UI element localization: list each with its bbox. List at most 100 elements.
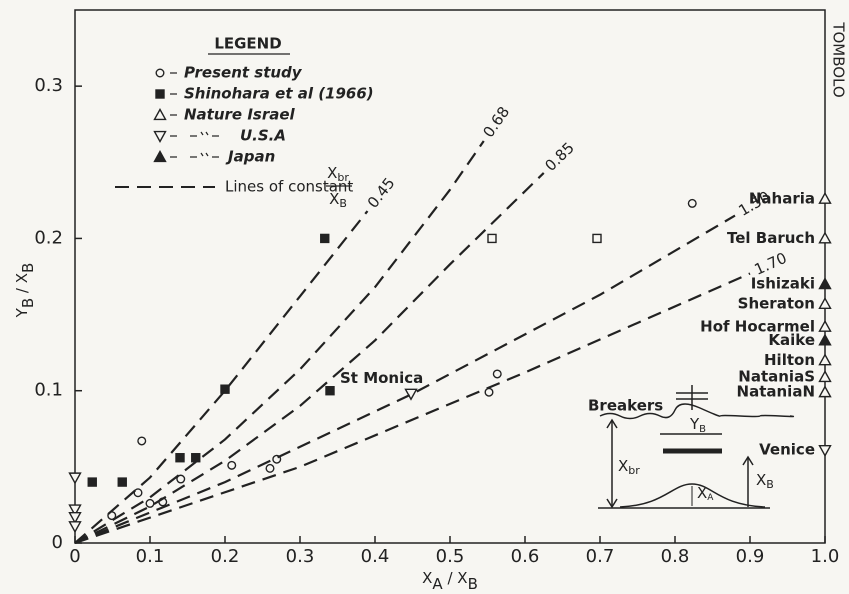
x-label-sub: B — [468, 575, 478, 593]
point-label: Hof Hocarmel — [700, 317, 815, 335]
marker-circle — [492, 369, 502, 379]
y-tick-label: 0.1 — [34, 380, 63, 401]
marker-circle — [227, 460, 237, 470]
marker-triangle — [68, 504, 82, 517]
y-label-sub: B — [19, 298, 37, 308]
point-label: NataniaS — [738, 368, 815, 386]
constant-line — [74, 140, 485, 544]
x-tick-label: 0.4 — [361, 546, 390, 567]
point-label: NataniaN — [737, 383, 815, 401]
x-label-part: X — [422, 569, 432, 587]
marker-square — [155, 89, 165, 99]
marker-circle — [155, 68, 165, 78]
marker-triangle — [68, 512, 82, 525]
inset-xb: XB — [756, 471, 774, 492]
inset-arrowheads — [742, 455, 754, 466]
marker-square — [191, 453, 201, 463]
x-tick-label: 0.7 — [586, 546, 615, 567]
marker-triangle — [818, 333, 832, 346]
inset-sub: br — [628, 464, 640, 477]
marker-circle — [687, 198, 697, 208]
marker-circle — [265, 463, 275, 473]
frac-part: X — [327, 164, 337, 182]
x-tick-label: 0.5 — [436, 546, 465, 567]
marker-triangle — [818, 277, 832, 290]
inset-part: X — [697, 484, 707, 502]
legend-ditto — [200, 152, 204, 157]
legend-label: U.S.A — [240, 127, 286, 145]
legend-lines-text: Lines of constant — [225, 178, 353, 196]
marker-triangle — [818, 319, 832, 332]
x-tick-label: 0.8 — [661, 546, 690, 567]
inset-salient — [619, 483, 766, 508]
inset-sub: B — [766, 478, 774, 491]
y-label-part: Y — [13, 307, 31, 318]
marker-square — [117, 477, 127, 487]
y-tick-label: 0 — [52, 532, 63, 553]
marker-circle — [133, 488, 143, 498]
point-label: Sheraton — [738, 294, 815, 312]
inset-sub: A — [707, 493, 714, 503]
constant-line — [74, 272, 751, 545]
inset-breaker-line — [599, 403, 795, 420]
marker-triangle — [153, 108, 167, 121]
marker-circle — [484, 387, 494, 397]
x-label-part: / X — [443, 569, 468, 587]
legend-label: Present study — [184, 64, 303, 82]
y-label-sub: B — [19, 263, 37, 273]
x-tick-label: 0.9 — [736, 546, 765, 567]
x-tick-label: 0.1 — [136, 546, 165, 567]
marker-square — [325, 386, 335, 396]
inset-xbr: Xbr — [618, 457, 640, 478]
legend-ditto — [205, 152, 209, 157]
inset-part: Y — [689, 415, 700, 433]
x-tick-label: 0.2 — [211, 546, 240, 567]
marker-triangle — [68, 472, 82, 485]
marker-square — [592, 233, 602, 244]
y-tick-label: 0.2 — [34, 227, 63, 248]
side-label: TOMBOLO — [830, 21, 848, 97]
constant-line — [74, 172, 545, 544]
point-label: Naharia — [749, 189, 815, 207]
legend-title: LEGEND — [214, 35, 281, 53]
marker-square — [220, 384, 230, 394]
x-tick-label: 0.3 — [286, 546, 315, 567]
x-axis-label: XA / XB — [422, 569, 478, 593]
marker-triangle — [818, 191, 832, 204]
inset-sub: B — [699, 424, 706, 435]
inset-xa: XA — [697, 484, 714, 503]
marker-square — [320, 233, 330, 244]
x-label-sub: A — [432, 575, 443, 593]
inset-part: X — [618, 457, 628, 475]
frac-sub: B — [339, 197, 347, 210]
marker-triangle — [818, 445, 832, 458]
marker-triangle — [153, 150, 167, 163]
marker-triangle — [818, 353, 832, 366]
frac-sub: br — [337, 171, 349, 184]
constant-line — [74, 210, 369, 544]
inset-breakers: Breakers — [588, 397, 663, 415]
legend-label: Japan — [225, 148, 275, 166]
x-tick-label: 1.0 — [811, 546, 840, 567]
marker-triangle — [818, 231, 832, 244]
marker-square — [87, 477, 97, 487]
inset-diagram: Breakers YB Xbr XB XA — [588, 385, 795, 509]
legend-label: Shinohara et al (1966) — [184, 85, 374, 103]
legend-ditto — [200, 131, 204, 136]
marker-triangle — [818, 385, 832, 398]
point-label: Hilton — [764, 351, 815, 369]
frac-part: X — [329, 190, 339, 208]
marker-square — [487, 233, 497, 244]
y-axis-label: YB / XB — [13, 263, 37, 319]
marker-triangle — [68, 521, 82, 534]
marker-circle — [176, 474, 186, 484]
legend-fraction-den: XB — [329, 190, 347, 211]
legend-label: Nature Israel — [184, 106, 296, 124]
marker-triangle — [818, 296, 832, 310]
point-label: Venice — [759, 441, 815, 459]
inset-yb: YB — [689, 415, 706, 436]
point-label: Ishizaki — [751, 275, 815, 293]
legend-ditto — [205, 131, 209, 136]
